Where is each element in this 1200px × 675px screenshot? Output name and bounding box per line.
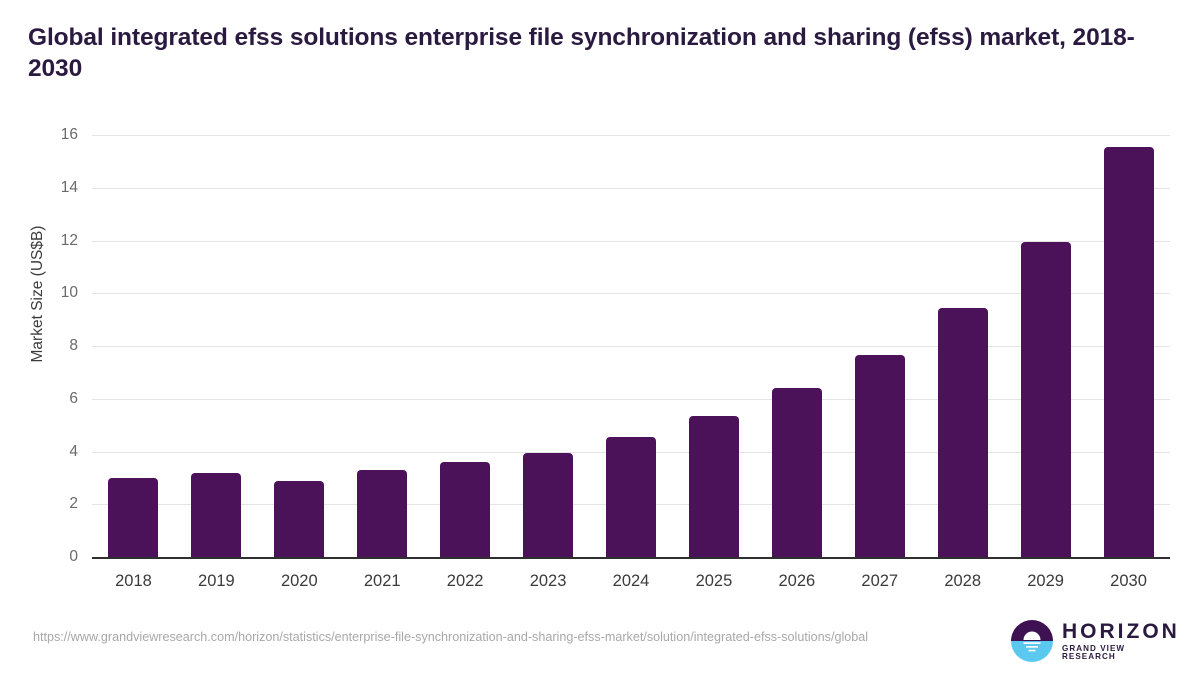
x-axis-tick-label: 2022 (446, 572, 484, 590)
gridline (92, 293, 1170, 295)
x-axis-tick-label: 2024 (612, 572, 650, 590)
gridline (92, 398, 1170, 400)
x-axis-tick-label: 2023 (529, 572, 567, 590)
bar-2024[interactable] (606, 436, 656, 557)
gridline (92, 135, 1170, 136)
bar-2025[interactable] (688, 415, 739, 557)
bar-2026[interactable] (771, 388, 822, 557)
y-axis-tick-label: 6 (69, 389, 78, 407)
x-axis-line (92, 557, 1170, 559)
bar-2021[interactable] (357, 469, 408, 557)
bar-2018[interactable] (108, 477, 159, 557)
horizon-logo-mark-icon (1011, 620, 1053, 662)
bar-2020[interactable] (274, 480, 325, 557)
x-axis-tick-label: 2019 (198, 572, 235, 590)
bar-2023[interactable] (523, 452, 574, 557)
y-axis-tick-label: 0 (69, 548, 78, 565)
bar-2029[interactable] (1020, 241, 1071, 557)
bar-2028[interactable] (937, 307, 988, 557)
y-axis-tick-label: 16 (60, 126, 78, 143)
bar-2027[interactable] (854, 355, 905, 557)
x-axis-tick-label: 2018 (115, 572, 152, 590)
gridline (92, 346, 1170, 347)
source-url[interactable]: https://www.grandviewresearch.com/horizo… (33, 630, 869, 644)
gridline (92, 240, 1170, 242)
y-axis-tick-label: 8 (69, 337, 78, 354)
bar-2022[interactable] (440, 462, 491, 557)
x-axis-tick-label: 2028 (944, 572, 982, 590)
y-axis-tick-label: 14 (60, 178, 78, 196)
bar-2030[interactable] (1103, 146, 1154, 557)
x-axis-tick-label: 2021 (363, 572, 401, 590)
x-axis-tick-label: 2027 (861, 572, 899, 590)
bar-2019[interactable] (191, 472, 242, 557)
x-axis-tick-label: 2030 (1110, 572, 1147, 590)
horizon-logo: HORIZON GRAND VIEW RESEARCH (1011, 618, 1177, 664)
logo-tagline: GRAND VIEW RESEARCH (1062, 643, 1126, 661)
horizon-logo-text: HORIZON GRAND VIEW RESEARCH (1062, 621, 1180, 661)
gridline (92, 187, 1170, 189)
y-axis-tick-label: 4 (69, 442, 78, 460)
page-title: Global integrated efss solutions enterpr… (28, 24, 1135, 82)
x-axis-tick-label: 2026 (778, 572, 816, 590)
x-axis-tick-label: 2029 (1027, 572, 1064, 590)
y-axis-tick-label: 10 (60, 284, 78, 302)
x-axis-tick-label: 2020 (280, 572, 318, 590)
logo-wordmark: HORIZON (1062, 619, 1180, 643)
y-axis-tick-label: 12 (60, 231, 78, 249)
y-axis-tick-label: 2 (69, 495, 78, 513)
x-axis-tick-label: 2025 (695, 572, 733, 590)
